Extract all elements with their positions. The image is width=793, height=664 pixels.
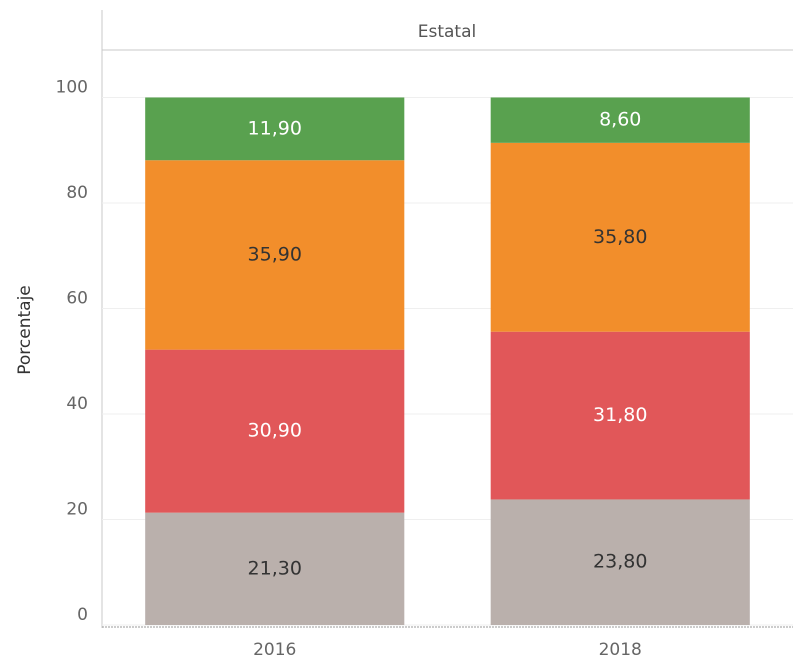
y-tick-label: 60 [66,288,88,308]
bar-segment [145,512,405,625]
x-tick-label: 2018 [599,640,642,660]
bar-segment [490,97,750,143]
data-label: 11,90 [248,117,302,139]
bar-segment [490,142,750,332]
y-tick-label: 0 [77,605,88,625]
bars: 21,30 30,90 35,90 11,90 23,80 31,80 35,80 8,60 [145,97,750,625]
bar-segment [490,499,750,625]
y-tick-label: 100 [56,77,88,97]
bar-segment [490,331,750,500]
y-tick-label: 80 [66,183,88,203]
y-axis-title: Porcentaje [15,285,35,375]
data-label: 21,30 [248,557,302,579]
data-label: 35,80 [593,226,647,248]
data-label: 35,90 [248,243,302,265]
data-label: 8,60 [599,109,641,131]
bar-segment [145,160,405,350]
data-label: 30,90 [248,420,302,442]
bar-segment [145,349,405,513]
bar-segment [145,97,405,161]
y-tick-label: 20 [66,499,88,519]
y-tick-label: 40 [66,394,88,414]
x-tick-label: 2016 [253,640,296,660]
facet-header: Estatal [418,22,477,42]
data-label: 23,80 [593,551,647,573]
data-label: 31,80 [593,404,647,426]
